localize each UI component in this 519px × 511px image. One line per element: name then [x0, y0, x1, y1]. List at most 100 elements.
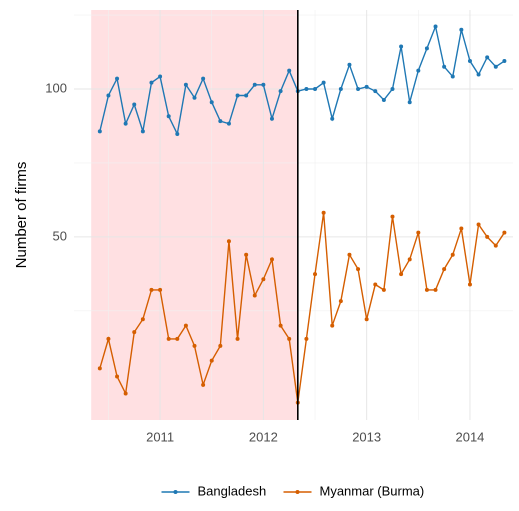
data-point	[502, 59, 507, 64]
data-point	[244, 252, 249, 257]
data-point	[493, 243, 498, 248]
data-point	[338, 86, 343, 91]
data-point	[132, 330, 137, 335]
data-point	[209, 358, 214, 363]
legend-label: Bangladesh	[198, 483, 267, 498]
data-point	[467, 282, 472, 287]
data-point	[373, 89, 378, 94]
data-point	[166, 114, 171, 119]
data-point	[467, 59, 472, 64]
data-point	[502, 230, 507, 235]
data-point	[158, 287, 163, 292]
y-axis-label: Number of firms	[13, 162, 30, 269]
data-point	[269, 116, 274, 121]
data-point	[97, 129, 102, 134]
data-point	[459, 27, 464, 32]
data-point	[459, 226, 464, 231]
data-point	[201, 76, 206, 81]
data-point	[433, 24, 438, 29]
y-tick-label: 100	[45, 80, 67, 95]
data-point	[321, 210, 326, 215]
data-point	[115, 374, 120, 379]
data-point	[158, 74, 163, 79]
data-point	[390, 214, 395, 219]
data-point	[313, 272, 318, 277]
data-point	[416, 68, 421, 73]
data-point	[381, 97, 386, 102]
data-point	[330, 323, 335, 328]
data-point	[183, 323, 188, 328]
data-point	[364, 317, 369, 322]
data-point	[476, 222, 481, 227]
data-point	[493, 64, 498, 69]
data-point	[149, 80, 154, 85]
data-point	[115, 76, 120, 81]
data-point	[330, 116, 335, 121]
data-point	[304, 86, 309, 91]
data-point	[97, 366, 102, 371]
data-point	[278, 89, 283, 94]
data-point	[140, 317, 145, 322]
data-point	[424, 46, 429, 51]
data-point	[123, 391, 128, 396]
data-point	[313, 86, 318, 91]
data-point	[450, 252, 455, 257]
data-point	[261, 277, 266, 282]
data-point	[252, 293, 257, 298]
data-point	[381, 287, 386, 292]
data-point	[407, 257, 412, 262]
data-point	[399, 44, 404, 49]
data-point	[347, 62, 352, 67]
data-point	[433, 287, 438, 292]
data-point	[235, 336, 240, 341]
data-point	[192, 343, 197, 348]
legend-swatch-dot	[295, 490, 300, 494]
data-point	[356, 86, 361, 91]
data-point	[218, 343, 223, 348]
data-point	[407, 100, 412, 105]
x-tick-label: 2011	[146, 429, 174, 444]
data-point	[183, 82, 188, 87]
data-point	[356, 267, 361, 272]
data-point	[399, 272, 404, 277]
data-point	[304, 336, 309, 341]
data-point	[321, 80, 326, 85]
data-point	[485, 55, 490, 60]
data-point	[287, 68, 292, 73]
y-tick-label: 50	[53, 228, 67, 243]
data-point	[140, 129, 145, 134]
data-point	[209, 100, 214, 105]
data-point	[347, 252, 352, 257]
data-point	[261, 82, 266, 87]
data-point	[269, 257, 274, 262]
data-point	[364, 84, 369, 89]
data-point	[226, 121, 231, 126]
data-point	[450, 74, 455, 79]
data-point	[252, 82, 257, 87]
series-line	[99, 212, 505, 403]
x-tick-label: 2014	[455, 429, 484, 444]
x-tick-label: 2012	[249, 429, 278, 444]
data-point	[235, 93, 240, 98]
shaded-span	[91, 10, 298, 420]
legend-label: Myanmar (Burma)	[320, 483, 425, 498]
data-point	[201, 382, 206, 387]
data-point	[442, 267, 447, 272]
data-point	[123, 121, 128, 126]
data-point	[476, 72, 481, 77]
data-point	[106, 93, 111, 98]
data-point	[192, 95, 197, 100]
data-point	[218, 119, 223, 124]
data-point	[226, 239, 231, 244]
data-point	[424, 287, 429, 292]
data-point	[416, 230, 421, 235]
data-point	[149, 287, 154, 292]
data-point	[338, 299, 343, 304]
data-point	[442, 64, 447, 69]
data-point	[278, 323, 283, 328]
data-point	[132, 102, 137, 107]
data-point	[175, 336, 180, 341]
data-point	[244, 93, 249, 98]
data-point	[106, 336, 111, 341]
